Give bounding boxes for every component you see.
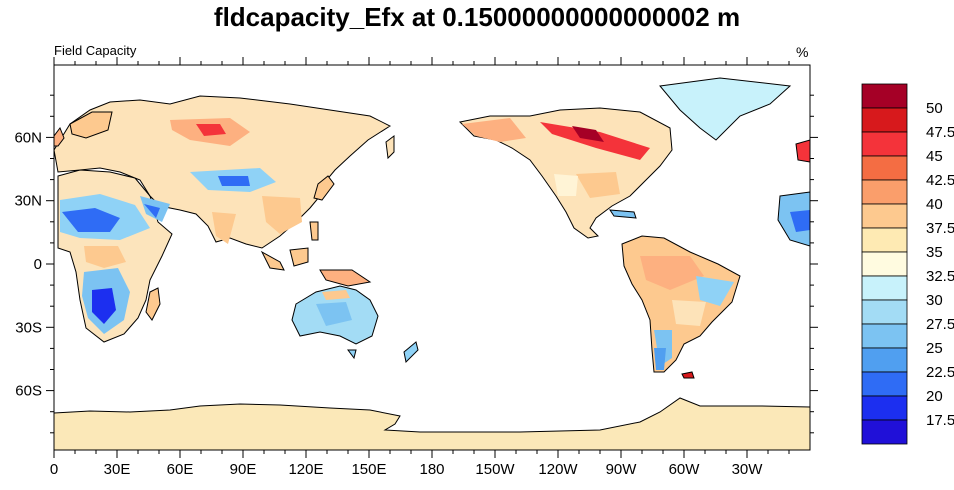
shade-canada-band [540,122,650,160]
axis-tick-labels: 0 30E 60E 90E 120E 150E 180 150W 120W 90W 60W 30W 60… [14,129,763,478]
island-japan [313,175,335,201]
island-new-zealand [403,341,419,364]
shade-arabia-deep [144,204,160,218]
lat-tick-label: 60N [14,129,42,146]
colorbar-label: 20 [926,388,943,405]
colorbar-label: 45 [926,148,943,165]
lon-tick-label: 90W [606,461,638,478]
shade-west-africa-deep [790,210,810,232]
shade-gobi [218,176,250,186]
lat-tick-label: 30N [14,193,42,210]
shade-sahara-deep [62,208,120,232]
shade-se-asia [262,196,302,234]
colorbar-label: 40 [926,196,943,213]
colorbar [861,83,908,445]
lon-tick-label: 60E [167,461,194,478]
lon-tick-label: 90E [230,461,257,478]
lon-tick-label: 150W [475,461,515,478]
shade-us-west [554,174,578,196]
shade-australia-north [322,290,350,300]
island-philippines [309,221,319,241]
antarctica [54,397,810,450]
units-label: % [796,44,809,60]
chart-title: fldcapacity_Efx at 0.15000000000000002 m [213,2,741,32]
colorbar-swatch [861,155,908,181]
colorbar-swatch [861,323,908,349]
colorbar-label: 25 [926,340,943,357]
colorbar-label: 42.5 [926,172,954,189]
lon-tick-label: 120W [538,461,578,478]
island-new-guinea [319,269,372,287]
colorbar-swatch [861,203,908,229]
lat-tick-label: 60S [15,383,42,400]
island-greenland [659,77,792,141]
colorbar-label: 32.5 [926,268,954,285]
landmass-iberia-edge [795,139,810,163]
lat-tick-label: 0 [34,256,42,273]
shade-us-midwest [576,172,620,198]
colorbar-label: 50 [926,100,943,117]
shade-amazon [640,256,704,290]
lon-tick-label: 30E [104,461,131,478]
colorbar-swatch [861,419,908,445]
island-falklands [681,371,695,379]
shade-brazil-east [696,276,734,306]
island-sumatra [260,250,285,271]
lon-tick-label: 0 [50,461,58,478]
axis-ticks [46,57,818,458]
colorbar-label: 27.5 [926,316,954,333]
lon-tick-label: 150E [351,461,386,478]
lat-tick-label: 30S [15,319,42,336]
colorbar-label: 35 [926,244,943,261]
colorbar-label: 22.5 [926,364,954,381]
colorbar-label: 37.5 [926,220,954,237]
lon-tick-label: 30W [732,461,764,478]
island-madagascar [145,287,161,321]
colorbar-swatch [861,347,908,373]
shade-canada-dark [572,126,604,142]
shade-patagonia-deep [654,348,666,370]
peninsula-kamchatka [385,135,395,160]
shade-australia-interior [316,302,352,326]
shade-equatorial-africa [84,246,126,268]
lon-tick-label: 60W [669,461,701,478]
colorbar-label: 47.5 [926,124,954,141]
island-tasmania [347,349,357,360]
colorbar-swatch [861,227,908,253]
colorbar-swatch [861,371,908,397]
island-cuba [609,209,637,219]
shade-kalahari [92,288,116,324]
colorbar-swatch [861,131,908,157]
colorbar-swatch [861,275,908,301]
colorbar-swatch [861,179,908,205]
colorbar-swatch [861,83,908,109]
colorbar-label: 30 [926,292,943,309]
colorbar-swatch [861,107,908,133]
colorbar-labels: 50 47.5 45 42.5 40 37.5 35 32.5 30 27.5 25 22.5 20 17… [926,100,954,429]
colorbar-swatch [861,395,908,421]
shade-brazil-central [672,300,706,326]
shade-india [212,212,236,244]
shade-alaska [462,118,526,142]
island-borneo [289,247,309,267]
landmass-scandinavia [69,111,113,139]
lon-tick-label: 180 [419,461,444,478]
colorbar-swatch [861,251,908,277]
colorbar-label: 17.5 [926,412,954,429]
colorbar-swatch [861,299,908,325]
variable-long-name: Field Capacity [54,43,137,58]
island-britain [54,126,65,147]
map-plot-area [54,65,810,450]
shade-west-siberia [196,124,226,136]
lon-tick-label: 120E [288,461,323,478]
